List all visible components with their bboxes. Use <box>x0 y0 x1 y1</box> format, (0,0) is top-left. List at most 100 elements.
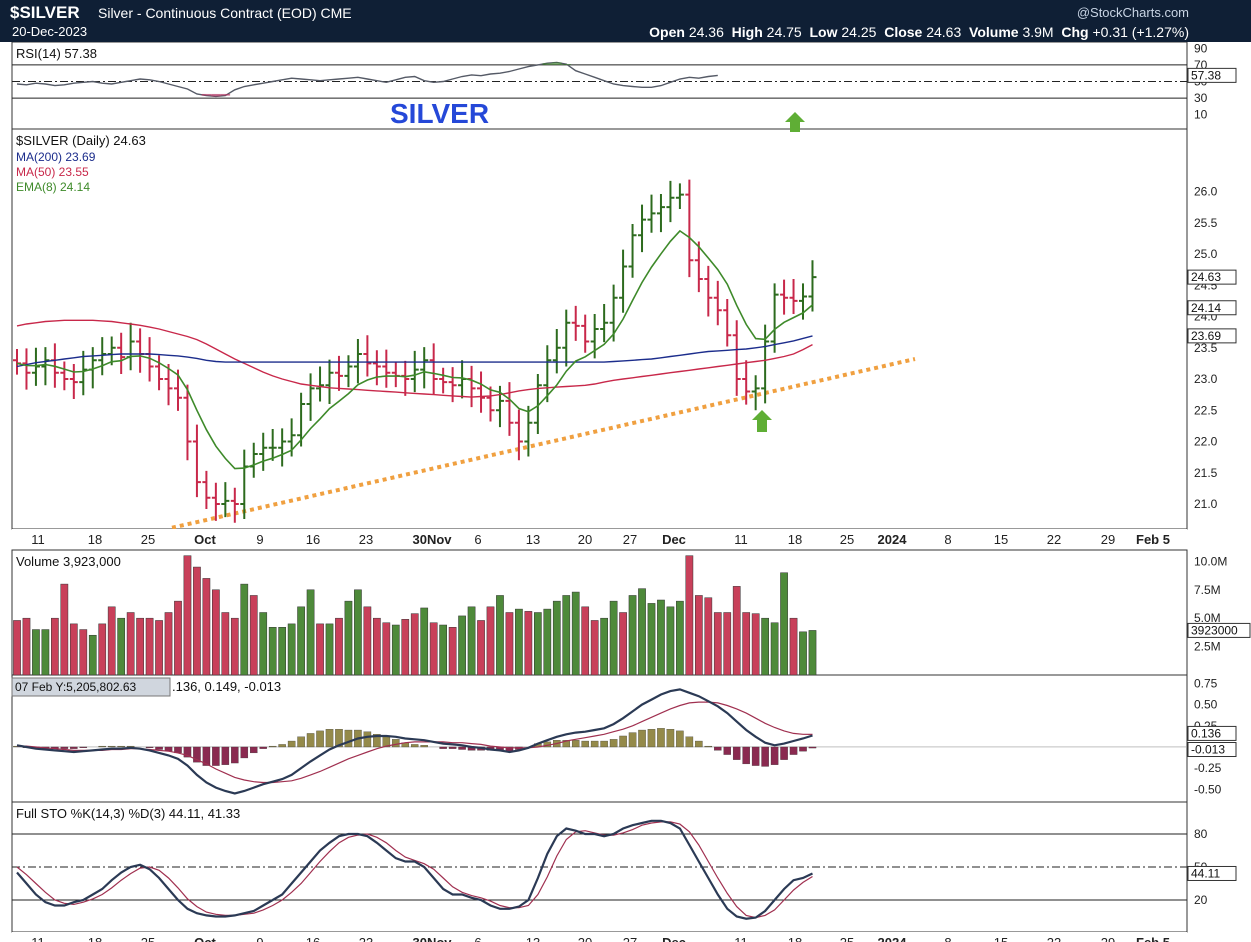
macd-histogram-bar <box>647 729 656 748</box>
rsi-overbought-fill <box>542 63 553 65</box>
price-last-close: 24.63 <box>1191 270 1221 284</box>
macd-tooltip-box <box>11 677 171 697</box>
volume-last-value: 3923000 <box>1191 623 1238 637</box>
macd-histogram-bar <box>723 746 732 755</box>
volume-bar <box>439 624 447 676</box>
rsi-overbought-fill <box>552 62 562 65</box>
volume-label: Volume <box>969 24 1019 40</box>
macd-histogram-bar <box>571 740 580 748</box>
macd-histogram-bar <box>657 728 665 748</box>
volume-bar <box>212 589 220 676</box>
volume-bar <box>259 612 268 676</box>
x-tick: 27 <box>623 532 637 547</box>
volume-bar <box>373 617 381 676</box>
macd-histogram-bar <box>638 729 646 748</box>
rsi-oversold-fill <box>220 93 231 96</box>
rsi-legend: RSI(14) 57.38 <box>16 46 97 61</box>
macd-histogram-bar <box>666 729 675 748</box>
macd-histogram-bar <box>780 746 788 760</box>
x-tick: 9 <box>256 532 263 547</box>
volume-bar <box>609 600 618 676</box>
volume-bar <box>448 627 457 676</box>
x-tick: 6 <box>474 532 481 547</box>
volume-bar <box>107 606 116 676</box>
x-tick: 18 <box>88 935 102 942</box>
macd-histogram-bar <box>117 745 125 748</box>
x-tick: 22 <box>1047 532 1061 547</box>
macd-histogram-bar <box>590 740 599 748</box>
macd-histogram-bar <box>60 746 69 749</box>
macd-tick: -0.25 <box>1194 761 1222 775</box>
high-value: 24.75 <box>766 24 802 40</box>
volume-bar <box>174 600 182 676</box>
sto-legend: Full STO %K(14,3) %D(3) 44.11, 41.33 <box>16 806 240 821</box>
chart-date: 20-Dec-2023 <box>12 24 88 39</box>
macd-histogram-bar <box>704 745 713 748</box>
macd-histogram-bar <box>392 739 400 748</box>
macd-histogram-bar <box>410 744 419 748</box>
macd-histogram-bar <box>325 729 334 748</box>
macd-histogram-bar <box>98 745 106 748</box>
macd-tick: -0.50 <box>1194 782 1222 796</box>
macd-histogram-bar <box>628 732 637 748</box>
macd-histogram-bar <box>287 740 296 748</box>
x-tick: 2024 <box>878 935 908 942</box>
volume-bar <box>88 634 97 676</box>
low-label: Low <box>809 24 838 40</box>
x-tick: 25 <box>840 935 854 942</box>
macd-tooltip: 07 Feb Y:5,205,802.63 <box>15 680 137 694</box>
macd-histogram-bar <box>249 746 258 754</box>
ema8-legend: EMA(8) 24.14 <box>16 180 90 194</box>
volume-bar <box>145 617 154 676</box>
x-tick: 25 <box>141 532 155 547</box>
macd-histogram-bar <box>562 740 571 748</box>
ema8-last-value-box <box>1187 300 1237 316</box>
ma50-legend: MA(50) 23.55 <box>16 165 89 179</box>
volume-bar <box>325 623 334 676</box>
price-legend: $SILVER (Daily) 24.63 <box>16 133 146 148</box>
macd-tick: 0.75 <box>1194 676 1218 690</box>
volume-tick: 7.5M <box>1194 583 1221 597</box>
volume-bar <box>552 600 561 676</box>
volume-bar <box>789 617 798 676</box>
x-tick: Oct <box>194 532 216 547</box>
macd-last-value-box <box>1187 725 1237 741</box>
macd-histogram-bar <box>761 746 769 767</box>
volume-bar <box>316 623 324 676</box>
volume-bar <box>221 612 230 676</box>
price-tick: 21.0 <box>1194 497 1218 511</box>
x-tick: 6 <box>474 935 481 942</box>
x-tick: 11 <box>31 935 45 942</box>
macd-histogram-bar <box>619 735 627 748</box>
symbol-description: Silver - Continuous Contract (EOD) CME <box>98 5 352 21</box>
macd-histogram-bar <box>335 729 343 748</box>
volume-bar <box>571 591 580 676</box>
price-tick: 25.5 <box>1194 216 1218 230</box>
macd-histogram-bar <box>363 731 372 748</box>
price-tick: 22.5 <box>1194 403 1218 417</box>
brand-watermark: @StockCharts.com <box>1076 5 1189 20</box>
volume-bar <box>410 613 419 676</box>
macd-histogram-bar <box>79 746 88 748</box>
x-tick: 11 <box>734 532 748 547</box>
x-tick: 29 <box>1101 935 1115 942</box>
rsi-tick: 30 <box>1194 91 1208 105</box>
volume-bar <box>391 624 400 676</box>
volume-bar <box>486 606 495 676</box>
volume-bar <box>79 629 88 676</box>
volume-bar <box>534 612 542 676</box>
volume-bar <box>202 578 211 676</box>
volume-bar <box>306 589 315 676</box>
macd-tick: 0.50 <box>1194 698 1218 712</box>
x-tick: 15 <box>994 532 1008 547</box>
volume-bar <box>268 627 277 676</box>
rsi-line <box>16 61 718 98</box>
rsi-last-value-box <box>1187 67 1237 83</box>
macd-histogram-bar <box>789 746 798 755</box>
open-label: Open <box>649 24 685 40</box>
x-tick: 29 <box>1101 532 1115 547</box>
price-tick: 25.0 <box>1194 247 1218 261</box>
macd-histogram-bar <box>695 740 703 748</box>
x-tick: 11 <box>31 532 45 547</box>
